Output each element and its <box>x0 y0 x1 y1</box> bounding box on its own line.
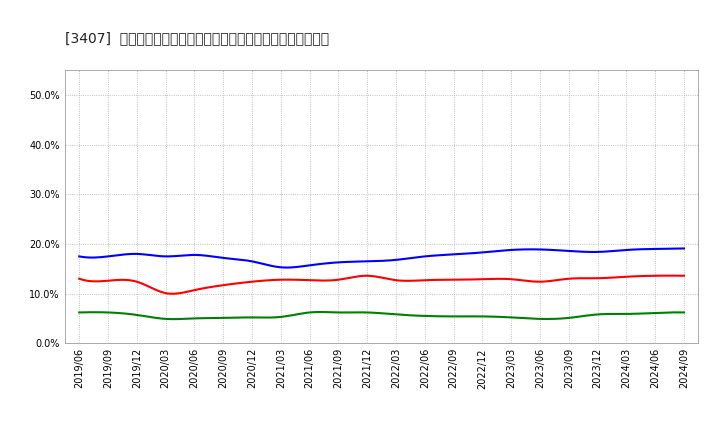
買入債務 <box>170 316 179 322</box>
買入債務 <box>75 310 84 315</box>
在庫 <box>75 254 84 259</box>
買入債務 <box>449 314 458 319</box>
在庫 <box>437 253 446 258</box>
買入債務 <box>627 311 636 316</box>
買入債務 <box>437 314 446 319</box>
買入債務 <box>315 309 324 315</box>
売上債権 <box>625 274 634 279</box>
売上債権 <box>168 291 176 297</box>
在庫 <box>77 254 86 260</box>
売上債権 <box>435 277 444 282</box>
在庫 <box>680 246 688 251</box>
買入債務 <box>77 310 86 315</box>
在庫 <box>447 252 456 257</box>
Text: [3407]  売上債権、在庫、買入債務の総資産に対する比率の推移: [3407] 売上債権、在庫、買入債務の総資産に対する比率の推移 <box>65 31 329 45</box>
在庫 <box>435 253 444 258</box>
在庫 <box>625 247 634 253</box>
在庫 <box>283 265 292 270</box>
在庫 <box>587 249 595 255</box>
売上債権 <box>587 275 595 281</box>
売上債権 <box>665 273 674 278</box>
買入債務 <box>589 312 598 318</box>
売上債権 <box>77 277 86 282</box>
Line: 買入債務: 買入債務 <box>79 312 684 319</box>
売上債権 <box>437 277 446 282</box>
Line: 在庫: 在庫 <box>79 249 684 268</box>
売上債権 <box>680 273 688 279</box>
買入債務 <box>680 310 688 315</box>
買入債務 <box>439 314 448 319</box>
Line: 売上債権: 売上債権 <box>79 275 684 294</box>
売上債権 <box>447 277 456 282</box>
売上債権 <box>75 276 84 281</box>
